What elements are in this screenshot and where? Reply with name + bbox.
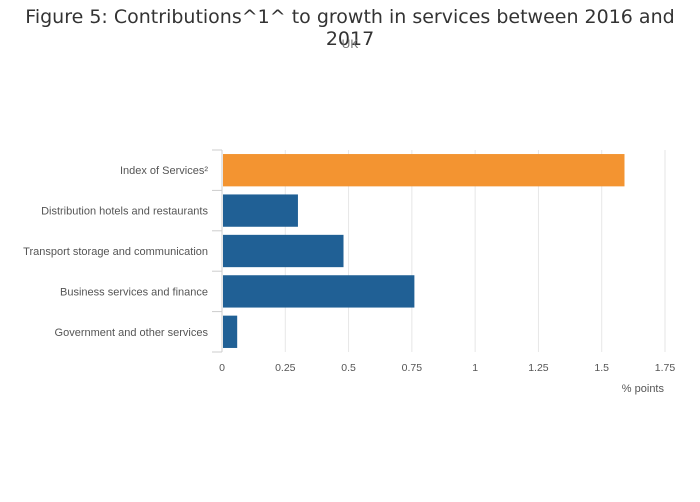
- bar: [223, 154, 625, 187]
- bar: [223, 194, 298, 227]
- x-tick-label: 1: [472, 362, 478, 374]
- x-tick-label: 0: [219, 362, 225, 374]
- chart-title: Figure 5: Contributions^1^ to growth in …: [25, 6, 675, 50]
- x-axis-title: % points: [622, 383, 665, 395]
- x-tick-label: 0.75: [402, 362, 423, 374]
- chart-subtitle: UK: [341, 37, 359, 51]
- x-tick-labels: 0 0.25 0.5 0.75 1 1.25 1.5 1.75: [219, 362, 675, 374]
- category-label: Distribution hotels and restaurants: [41, 206, 208, 218]
- x-tick-label: 1.5: [594, 362, 609, 374]
- category-label: Government and other services: [55, 327, 209, 339]
- bar: [223, 315, 238, 348]
- bars: [223, 154, 625, 348]
- category-label: Index of Services²: [120, 165, 208, 177]
- x-tick-label: 0.5: [341, 362, 356, 374]
- bar: [223, 275, 415, 308]
- x-tick-label: 1.25: [528, 362, 549, 374]
- category-labels: Index of Services² Distribution hotels an…: [23, 165, 208, 339]
- axes: [212, 149, 223, 353]
- category-label: Business services and finance: [60, 286, 208, 298]
- bar: [223, 234, 344, 268]
- category-label: Transport storage and communication: [23, 246, 208, 258]
- x-tick-label: 0.25: [275, 362, 296, 374]
- x-tick-label: 1.75: [655, 362, 676, 374]
